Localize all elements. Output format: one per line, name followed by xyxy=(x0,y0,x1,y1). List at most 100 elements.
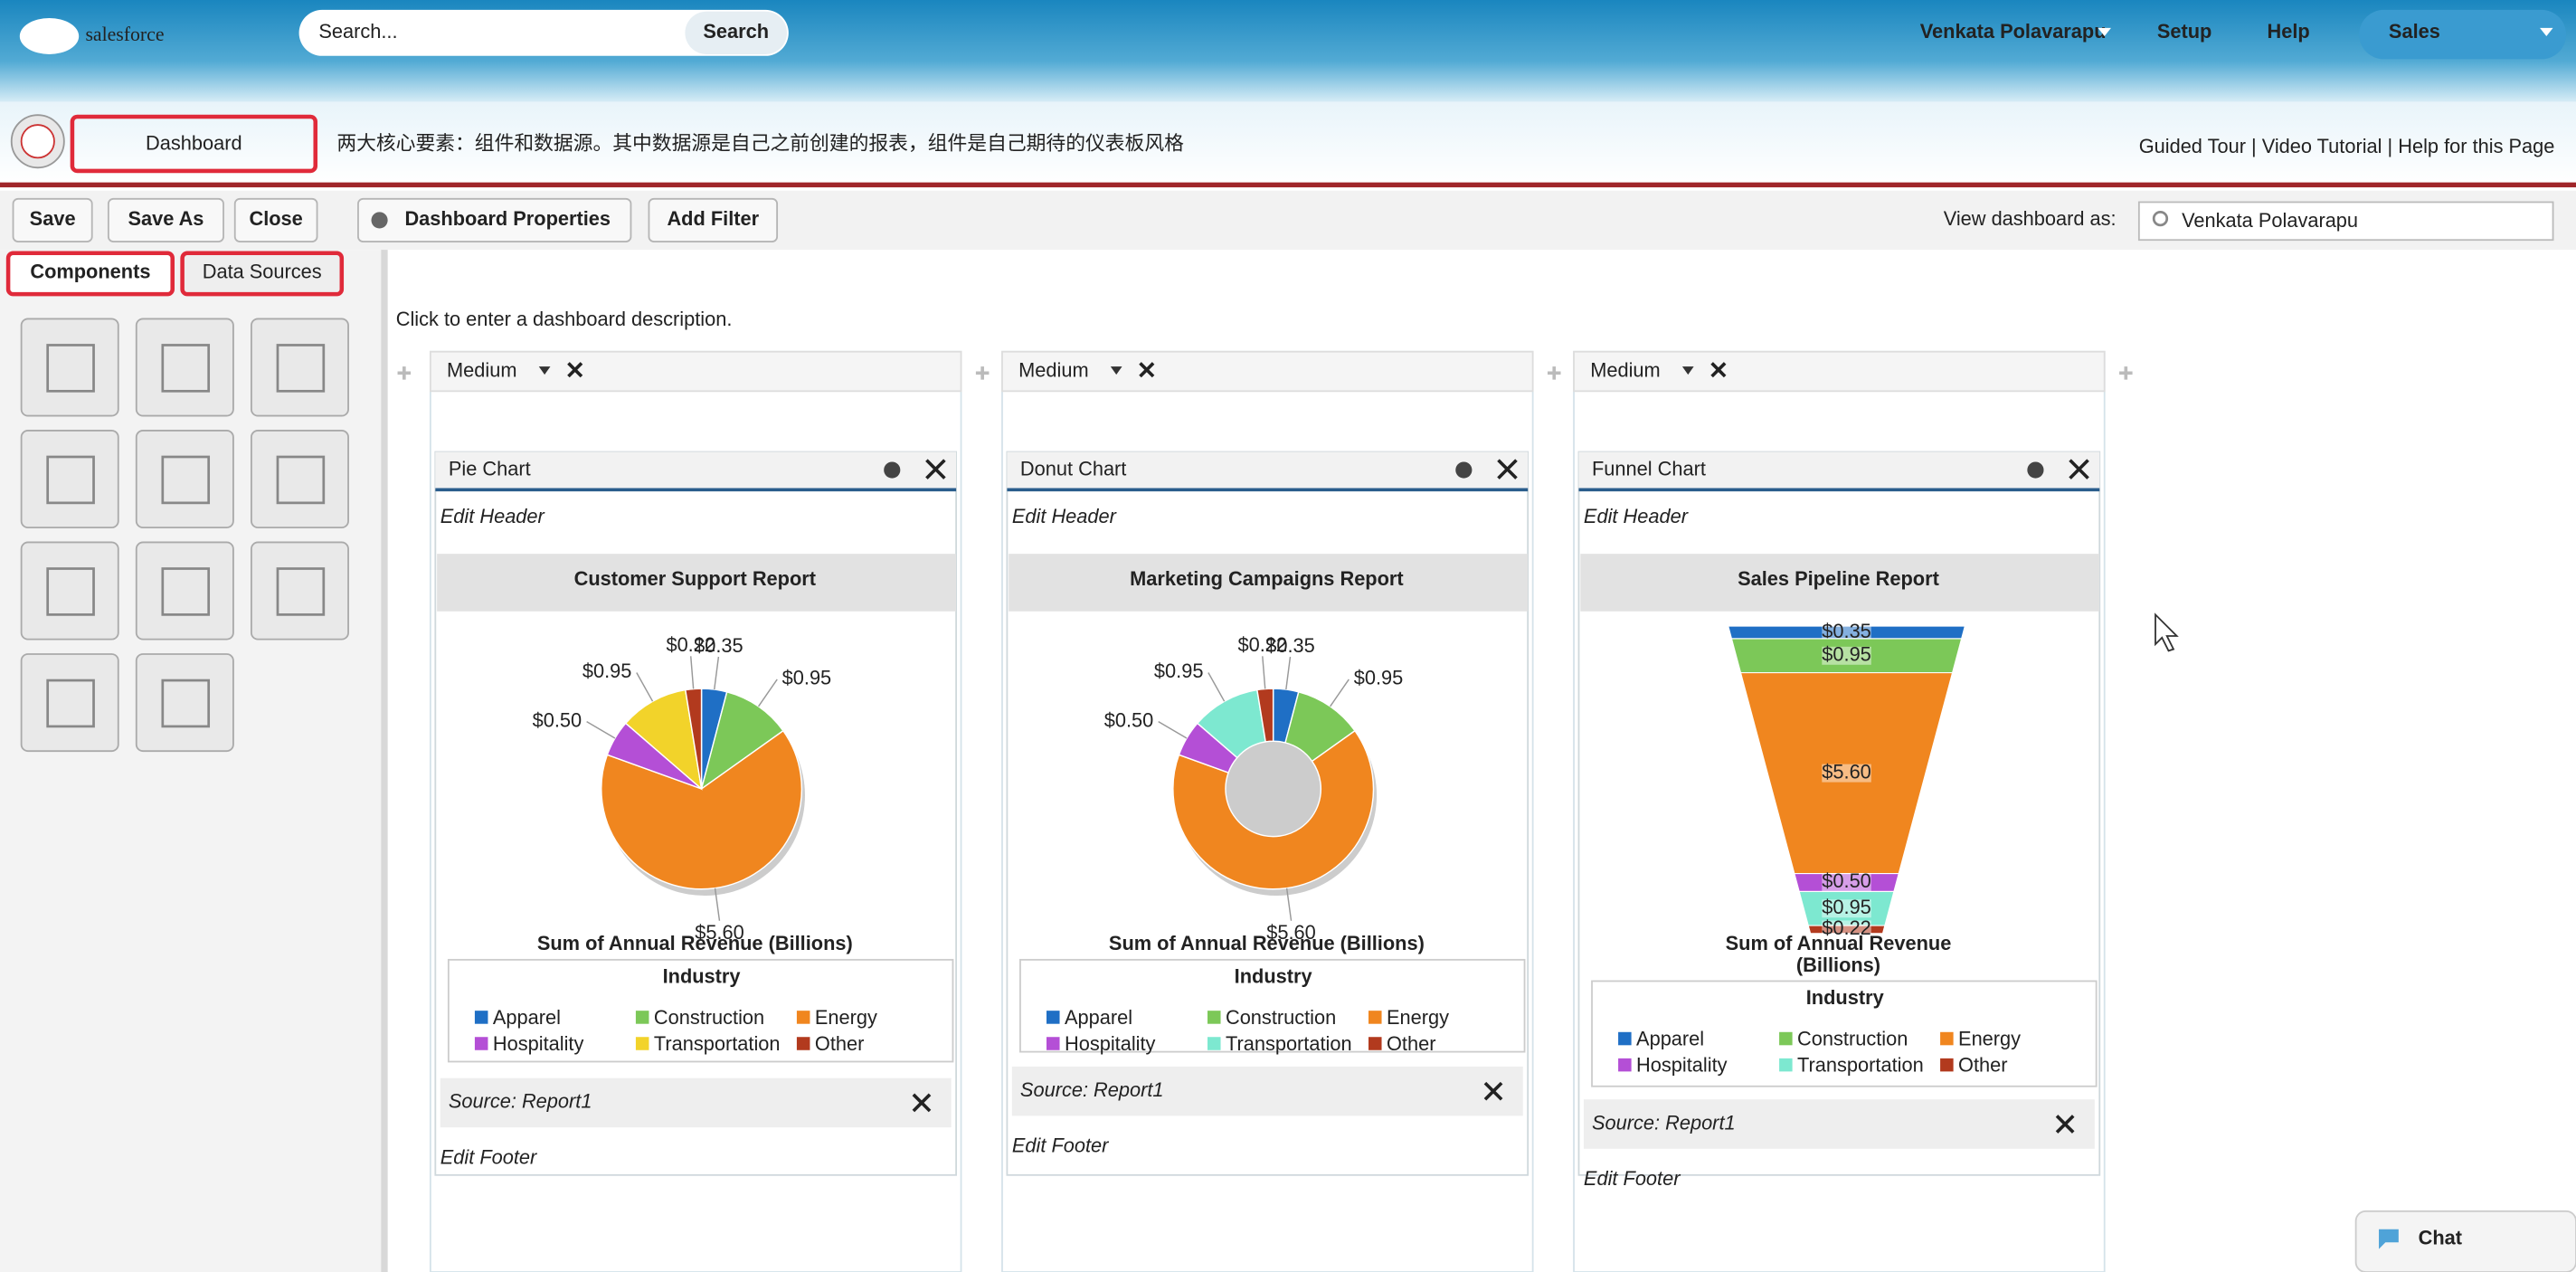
app-caret xyxy=(2540,27,2553,36)
component-tile[interactable] xyxy=(135,653,234,753)
value-label: $5.60 xyxy=(1266,921,1316,944)
axis-label: Sum of Annual Revenue xyxy=(1726,932,1952,954)
column-width[interactable]: Medium xyxy=(1590,358,1660,381)
component-tile[interactable] xyxy=(135,541,234,641)
edit-footer[interactable]: Edit Footer xyxy=(1584,1167,1681,1190)
toolbar-button[interactable] xyxy=(357,197,632,242)
legend-swatch xyxy=(1618,1058,1632,1072)
toolbar-button[interactable] xyxy=(648,197,779,242)
source-remove[interactable] xyxy=(2055,1115,2075,1134)
component-close[interactable] xyxy=(925,459,946,479)
view-as-input[interactable] xyxy=(2137,201,2554,242)
edit-footer[interactable]: Edit Footer xyxy=(440,1145,537,1168)
view-as-label: View dashboard as: xyxy=(1944,207,2117,230)
dashboard-description[interactable]: Click to enter a dashboard description. xyxy=(396,308,733,330)
chart-title-bar xyxy=(437,554,957,612)
axis-label: Sum of Annual Revenue (Billions) xyxy=(1109,932,1425,954)
component-tile[interactable] xyxy=(20,541,119,641)
component-tile[interactable] xyxy=(20,430,119,529)
toolbar-button[interactable] xyxy=(12,197,93,242)
component-tile-glyph xyxy=(46,679,95,728)
chart-title: Customer Support Report xyxy=(574,567,816,590)
app-name: Sales xyxy=(2389,20,2440,43)
component-header xyxy=(435,451,957,490)
component-close[interactable] xyxy=(1497,459,1518,479)
wrench-icon[interactable] xyxy=(884,461,901,479)
legend-label: Hospitality xyxy=(1065,1032,1156,1055)
component-tile[interactable] xyxy=(20,318,119,417)
wrench-icon[interactable] xyxy=(1455,461,1473,479)
column-add[interactable] xyxy=(2119,366,2133,380)
legend-swatch xyxy=(474,1011,488,1024)
source[interactable]: Source: Report1 xyxy=(449,1090,592,1113)
legend-label: Apparel xyxy=(493,1006,561,1029)
help-link[interactable]: Help xyxy=(2268,20,2310,43)
value-label: $0.35 xyxy=(1265,634,1315,657)
component-tile[interactable] xyxy=(20,653,119,753)
legend-swatch xyxy=(1618,1031,1632,1046)
edit-footer[interactable]: Edit Footer xyxy=(1012,1134,1109,1157)
legend xyxy=(1019,958,1526,1053)
source-remove[interactable] xyxy=(912,1093,932,1113)
component-tile[interactable] xyxy=(250,541,349,641)
setup-link[interactable]: Setup xyxy=(2157,20,2212,43)
sidebar-tab[interactable] xyxy=(5,251,175,297)
value-label: $0.22 xyxy=(1822,916,1871,939)
component-tile[interactable] xyxy=(250,430,349,529)
slice xyxy=(700,690,784,791)
leader-line xyxy=(757,679,778,707)
column-add[interactable] xyxy=(1547,366,1561,380)
app-menu[interactable] xyxy=(2359,9,2567,60)
value-label-bg xyxy=(1822,646,1871,665)
logo-cloud xyxy=(19,17,80,54)
leader-line xyxy=(636,672,654,702)
value-label: $0.22 xyxy=(1238,633,1288,656)
user-menu[interactable]: Venkata Polavarapu xyxy=(1920,20,2107,43)
component-tile-glyph xyxy=(46,455,95,505)
toolbar-button[interactable] xyxy=(107,197,224,242)
component-tile[interactable] xyxy=(135,430,234,529)
column-add[interactable] xyxy=(975,366,990,380)
user-caret xyxy=(2098,27,2111,36)
source-remove[interactable] xyxy=(1483,1081,1503,1101)
slice xyxy=(1256,688,1274,743)
page-title: Dashboard xyxy=(146,132,242,155)
sidebar-tab[interactable] xyxy=(180,251,345,297)
chat-widget[interactable] xyxy=(2354,1210,2576,1272)
source[interactable]: Source: Report1 xyxy=(1020,1078,1164,1101)
edit-header[interactable]: Edit Header xyxy=(1012,505,1117,527)
legend-label: Hospitality xyxy=(493,1032,584,1055)
component-tile-glyph xyxy=(276,567,326,616)
source[interactable]: Source: Report1 xyxy=(1592,1111,1736,1134)
view-as-search-icon xyxy=(2152,210,2169,227)
value-label: $5.60 xyxy=(1822,760,1871,783)
chat-icon xyxy=(2379,1229,2399,1249)
value-label: $0.22 xyxy=(666,633,715,656)
sidebar-divider xyxy=(381,250,388,1272)
highlight-box xyxy=(70,114,318,174)
leader-line xyxy=(1208,672,1226,702)
source-bar xyxy=(1583,1099,2095,1149)
wrench-icon[interactable] xyxy=(2027,461,2044,479)
search-button-label: Search xyxy=(703,20,769,43)
edit-header[interactable]: Edit Header xyxy=(440,505,545,527)
toolbar-button[interactable] xyxy=(233,197,318,242)
chart-title-bar xyxy=(1580,554,2100,612)
leader-line xyxy=(689,656,695,689)
column-add[interactable] xyxy=(397,366,412,380)
help-links[interactable]: Guided Tour | Video Tutorial | Help for … xyxy=(2139,135,2555,157)
component-tile[interactable] xyxy=(250,318,349,417)
legend-label: Other xyxy=(815,1032,864,1055)
toolbar-button-label: Save xyxy=(30,207,76,230)
column-width[interactable]: Medium xyxy=(447,358,516,381)
edit-header[interactable]: Edit Header xyxy=(1584,505,1689,527)
search-button[interactable] xyxy=(685,11,788,54)
component-close[interactable] xyxy=(2069,459,2089,479)
value-label: $5.60 xyxy=(695,921,744,944)
column-width[interactable]: Medium xyxy=(1018,358,1088,381)
toolbar-button-label: Close xyxy=(249,207,302,230)
funnel-segment xyxy=(1807,925,1886,935)
search-box[interactable] xyxy=(298,9,789,56)
component-tile[interactable] xyxy=(135,318,234,417)
dashboard-icon-dial xyxy=(20,124,55,159)
